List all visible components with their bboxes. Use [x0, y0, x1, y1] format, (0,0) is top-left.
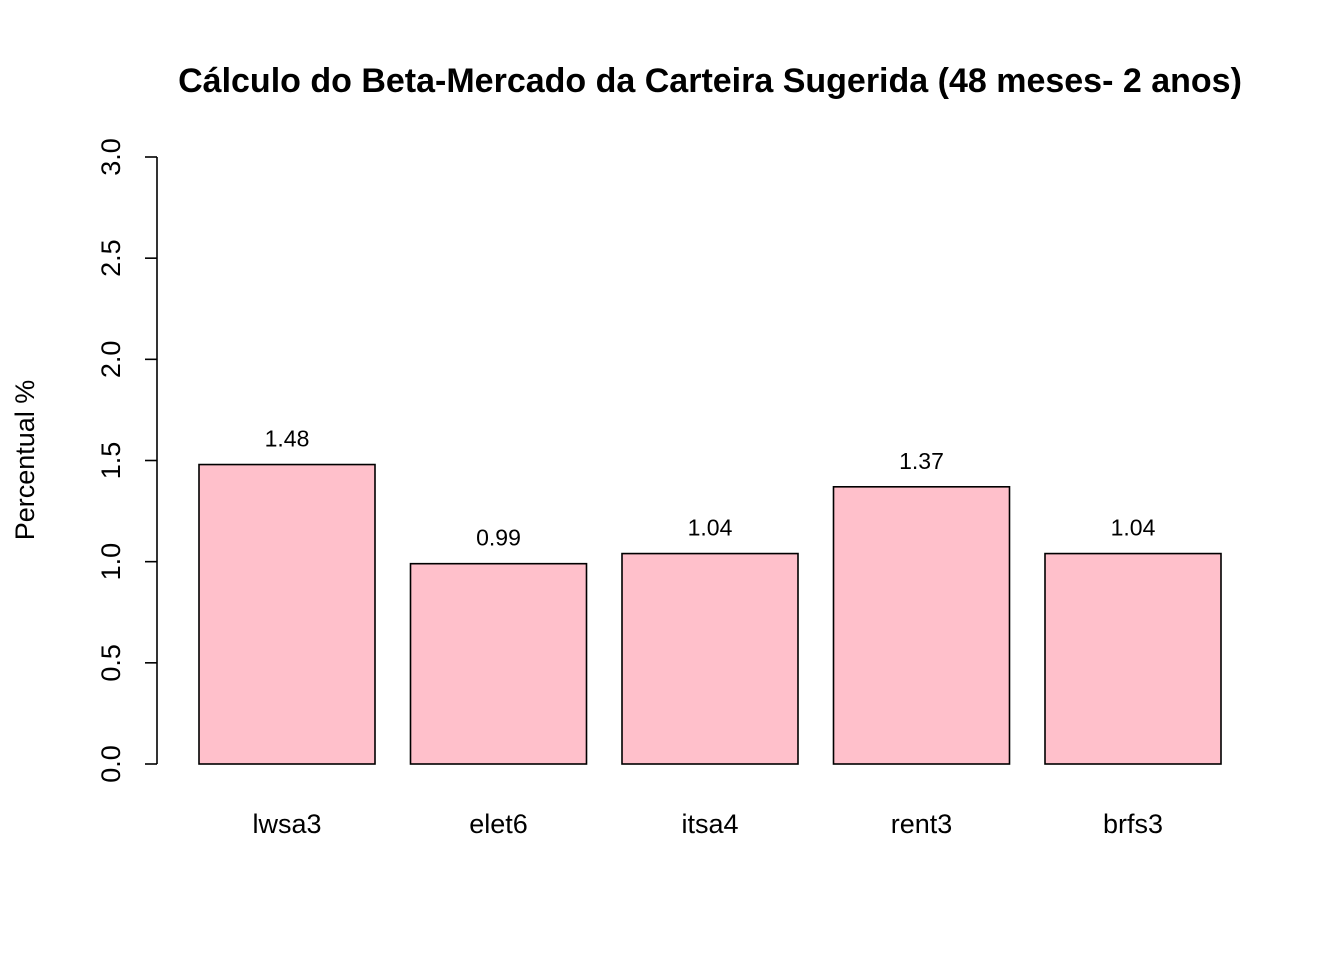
bar-itsa4: [621, 552, 799, 765]
category-label-elet6: elet6: [469, 809, 528, 839]
y-tick-label: 1.0: [96, 543, 126, 581]
bar-lwsa3: [198, 463, 376, 765]
category-label-lwsa3: lwsa3: [252, 809, 321, 839]
data-label-rent3: 1.37: [899, 448, 944, 474]
y-tick-label: 0.5: [96, 644, 126, 682]
y-tick-label: 0.0: [96, 745, 126, 783]
y-tick-label: 2.5: [96, 239, 126, 277]
data-label-lwsa3: 1.48: [265, 426, 310, 452]
y-tick-label: 1.5: [96, 442, 126, 480]
data-labels-group: 1.48 0.99 1.04 1.37 1.04: [265, 426, 1156, 551]
category-label-brfs3: brfs3: [1103, 809, 1163, 839]
bar-rent3: [832, 486, 1011, 765]
chart-title: Cálculo do Beta-Mercado da Carteira Suge…: [178, 62, 1242, 100]
y-tick-label: 3.0: [96, 138, 126, 176]
y-axis-label: Percentual %: [10, 380, 40, 541]
y-axis-ticks: 0.0 0.5 1.0 1.5 2.0 2.5 3.0: [96, 138, 157, 783]
y-tick-label: 2.0: [96, 341, 126, 379]
bars-group: [198, 463, 1222, 765]
category-labels-group: lwsa3 elet6 itsa4 rent3 brfs3: [252, 809, 1163, 839]
data-label-brfs3: 1.04: [1111, 515, 1156, 541]
bar-elet6: [409, 562, 588, 765]
category-label-itsa4: itsa4: [681, 809, 738, 839]
data-label-elet6: 0.99: [476, 525, 521, 551]
category-label-rent3: rent3: [891, 809, 953, 839]
bar-brfs3: [1044, 552, 1222, 765]
data-label-itsa4: 1.04: [688, 515, 733, 541]
